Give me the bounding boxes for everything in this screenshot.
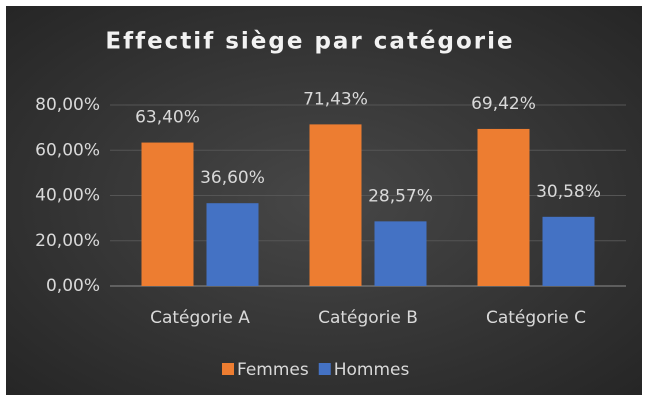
legend-swatch [318, 363, 331, 375]
bar [309, 124, 362, 287]
y-tick-label: 60,00% [35, 140, 100, 160]
data-label: 71,43% [303, 89, 368, 109]
x-tick-label: Catégorie B [318, 308, 418, 328]
y-tick-label: 20,00% [35, 231, 100, 251]
bar [477, 128, 530, 286]
data-label: 63,40% [135, 108, 200, 128]
x-tick-label: Catégorie C [486, 308, 586, 328]
bar [374, 221, 427, 286]
y-tick-label: 80,00% [35, 95, 100, 115]
bar [542, 216, 595, 286]
y-tick-label: 40,00% [35, 186, 100, 206]
bar [206, 203, 259, 286]
chart-title: Effectif siège par catégorie [105, 29, 514, 55]
y-tick-label: 0,00% [46, 276, 100, 296]
data-label: 30,58% [536, 182, 601, 202]
legend-swatch [222, 363, 234, 375]
legend-label: Femmes [237, 360, 309, 380]
data-label: 28,57% [368, 186, 433, 206]
x-tick-label: Catégorie A [150, 308, 250, 328]
legend-label: Hommes [334, 360, 410, 380]
data-label: 69,42% [471, 94, 536, 114]
bar [141, 142, 194, 286]
data-label: 36,60% [200, 168, 265, 188]
